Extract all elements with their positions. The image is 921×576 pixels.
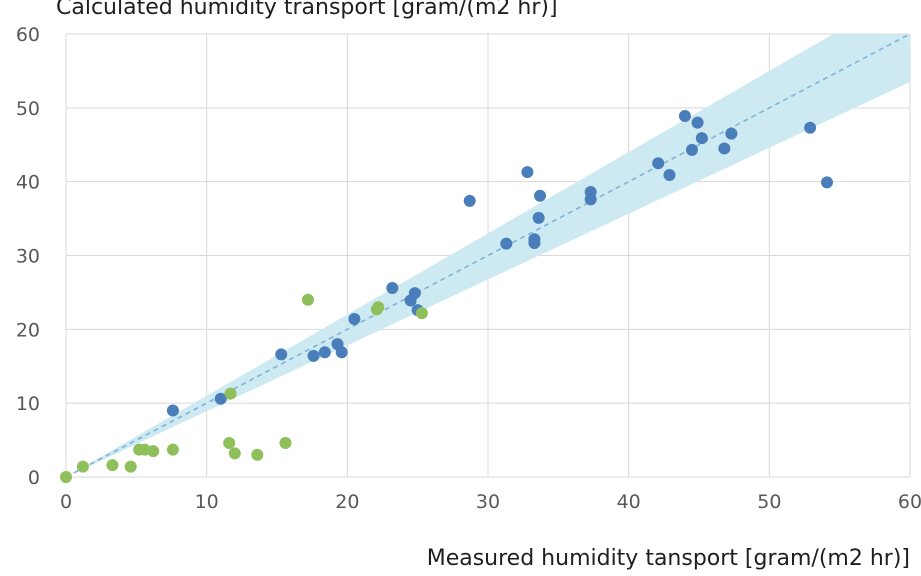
y-tick-label: 60 (16, 24, 40, 46)
data-point-series-2 (279, 437, 292, 450)
data-point-series-1 (685, 143, 698, 156)
data-point-series-1 (275, 348, 288, 361)
data-point-series-1 (652, 157, 665, 170)
data-point-series-1 (335, 346, 348, 359)
x-axis-title: Measured humidity tansport [gram/(m2 hr)… (427, 546, 910, 571)
y-tick-label: 30 (16, 246, 40, 268)
x-tick-label: 40 (617, 491, 641, 513)
data-point-series-1 (500, 237, 513, 250)
reference-line (65, 33, 911, 478)
data-point-series-2 (251, 448, 264, 461)
data-point-series-1 (695, 132, 708, 145)
data-point-series-2 (372, 301, 385, 314)
data-point-series-1 (725, 127, 738, 140)
x-tick-label: 10 (195, 491, 219, 513)
reference-line-group (65, 33, 911, 478)
data-point-series-1 (528, 236, 541, 249)
data-point-series-1 (718, 142, 731, 155)
data-point-series-2 (301, 293, 314, 306)
data-point-series-2 (147, 445, 160, 458)
data-point-series-1 (821, 176, 834, 189)
data-point-series-2 (124, 460, 137, 473)
data-point-series-1 (663, 169, 676, 182)
data-point-series-2 (60, 471, 72, 483)
data-point-series-2 (166, 443, 179, 456)
data-point-series-2 (106, 459, 119, 472)
x-tick-label: 0 (60, 491, 72, 513)
data-point-series-2 (224, 387, 237, 400)
data-point-series-2 (228, 447, 241, 460)
data-point-series-1 (691, 116, 704, 129)
data-point-series-1 (386, 281, 399, 294)
data-point-series-1 (307, 349, 320, 362)
y-tick-label: 40 (16, 172, 40, 194)
y-axis-title: Calculated humidity transport [gram/(m2 … (56, 0, 558, 20)
data-point-series-1 (214, 392, 227, 405)
data-point-series-1 (804, 121, 817, 134)
data-points (60, 109, 834, 483)
x-tick-label: 50 (757, 491, 781, 513)
data-point-series-1 (521, 166, 534, 179)
data-point-series-1 (463, 194, 476, 207)
data-point-series-1 (408, 287, 421, 300)
data-point-series-1 (166, 404, 179, 417)
y-tick-label: 10 (16, 393, 40, 415)
y-tick-label: 20 (16, 319, 40, 341)
data-point-series-1 (584, 193, 597, 206)
data-point-series-2 (223, 437, 236, 450)
x-tick-label: 60 (898, 491, 921, 513)
data-point-series-1 (534, 189, 547, 202)
tick-labels: 0 10 20 30 40 50 60 0 10 20 30 40 50 60 (16, 24, 921, 513)
data-point-series-1 (348, 312, 361, 325)
y-tick-label: 50 (16, 98, 40, 120)
y-tick-label: 0 (28, 467, 40, 489)
x-tick-label: 30 (476, 491, 500, 513)
data-point-series-1 (678, 109, 691, 122)
data-point-series-2 (76, 460, 89, 473)
data-point-series-1 (532, 211, 545, 224)
x-tick-label: 20 (335, 491, 359, 513)
data-point-series-2 (415, 307, 428, 320)
data-point-series-1 (318, 346, 331, 359)
